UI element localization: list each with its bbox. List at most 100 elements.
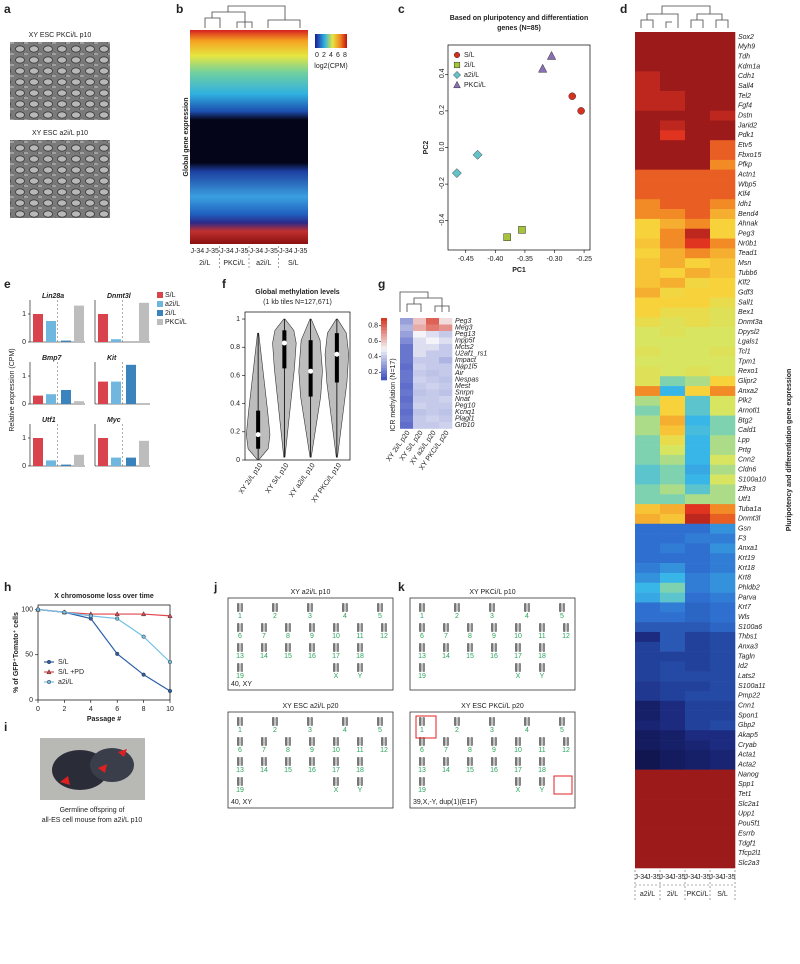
chart-title: Based on pluripotency and differentiatio… [450,15,588,22]
group-label: 2i/L [667,891,678,898]
heatmap-cell [685,248,711,259]
heatmap-cell [710,572,736,584]
bar [126,457,136,466]
row-label: Plk2 [738,398,752,405]
chromosome [470,623,473,632]
row-label: U2af1_rs1 [455,351,487,358]
heatmap-cell [635,189,661,200]
x-tick-label: 0 [36,706,40,713]
heatmap-cell [710,740,736,751]
heatmap-cell [635,661,661,672]
heatmap-cell [400,350,414,358]
y-axis-label: Relative expression (CPM) [9,348,16,431]
row-label: Slc2a3 [738,860,760,867]
legend-label: a2i/L [58,679,73,686]
heatmap-cell [635,454,661,466]
heatmap-cell [660,641,686,652]
chromosome [272,717,275,726]
heatmap-cell [685,612,711,623]
chromosome [357,643,360,652]
row-label: Pmp22 [738,693,760,700]
legend-label: S/L [464,52,475,59]
chromosome [563,623,566,632]
median [308,368,314,374]
heatmap-cell [710,140,736,151]
heatmap-cell [635,71,661,82]
heatmap-cell [660,445,686,456]
chromosome-label: Y [358,787,363,794]
chromosome [237,757,240,766]
chromosome [240,603,243,612]
row-label: Peg13 [455,331,475,338]
chromosome [357,623,360,632]
heatmap-cell [635,631,661,643]
heatmap-cell [635,848,661,859]
group-label: a2i/L [640,891,655,898]
chromosome [539,623,542,632]
heatmap-cell [635,110,661,121]
heatmap-cell [400,383,414,390]
chromosome [307,603,310,612]
heatmap-cell [710,376,736,387]
heatmap-cell [660,848,686,859]
chromosome [470,757,473,766]
heatmap-cell [710,218,736,230]
chromosome [333,663,336,672]
heatmap-cell [635,268,661,279]
column-label: J-35 [697,874,711,881]
heatmap-cell [685,454,711,466]
heatmap-cell [660,61,686,72]
bar [98,314,108,342]
chromosome-label: 3 [490,613,494,620]
heatmap-cell [710,425,736,436]
heatmap-cell [660,110,686,121]
heatmap-cell [635,415,661,426]
heatmap-cell [635,789,661,800]
heatmap-cell [710,464,736,475]
chart-title: Global methylation levels [255,289,340,296]
colorbar-tick-label: 0.8 [368,323,378,330]
heatmap-cell [660,523,686,534]
row-label: Anxa3 [737,644,758,651]
heatmap-cell [660,622,686,633]
chromosome [240,737,243,746]
bar [111,381,121,404]
heatmap-cell [635,799,661,810]
heatmap-cell [685,838,711,849]
chromosome [467,623,470,632]
heatmap-cell [710,248,736,259]
row-label: Bend4 [738,211,758,218]
legend-marker [453,71,461,79]
chromosome [446,643,449,652]
chromosome [559,603,562,612]
column-label: J-35 [647,874,661,881]
colorbar-tick: 0 [315,52,319,59]
group-label: S/L [288,260,299,267]
heatmap-cell [635,248,661,259]
chromosome-label: 9 [492,633,496,640]
heatmap-cell [660,808,686,820]
row-label: Klf2 [738,280,750,287]
column-label: J-34 [191,248,205,255]
plot-frame [244,311,351,461]
colorbar-tick-label: 0.4 [368,354,378,361]
chromosome [443,623,446,632]
heatmap-cell [710,730,736,741]
heatmap-cell [685,258,711,269]
heatmap-cell [426,402,440,410]
row-label: Klf4 [738,191,750,198]
heatmap-cell [635,376,661,387]
chromosome [261,737,264,746]
chromosome-label: 16 [308,653,316,660]
chromosome-label: 16 [308,767,316,774]
colorbar [381,345,387,350]
heatmap-cell [685,464,711,475]
group-label: a2i/L [256,260,271,267]
heatmap-cell [685,189,711,200]
heatmap-cell [685,769,711,780]
heatmap-cell [660,582,686,593]
heatmap-cell [710,661,736,672]
heatmap-cell [710,858,736,869]
chromosome [454,603,457,612]
heatmap-cell [710,494,736,505]
